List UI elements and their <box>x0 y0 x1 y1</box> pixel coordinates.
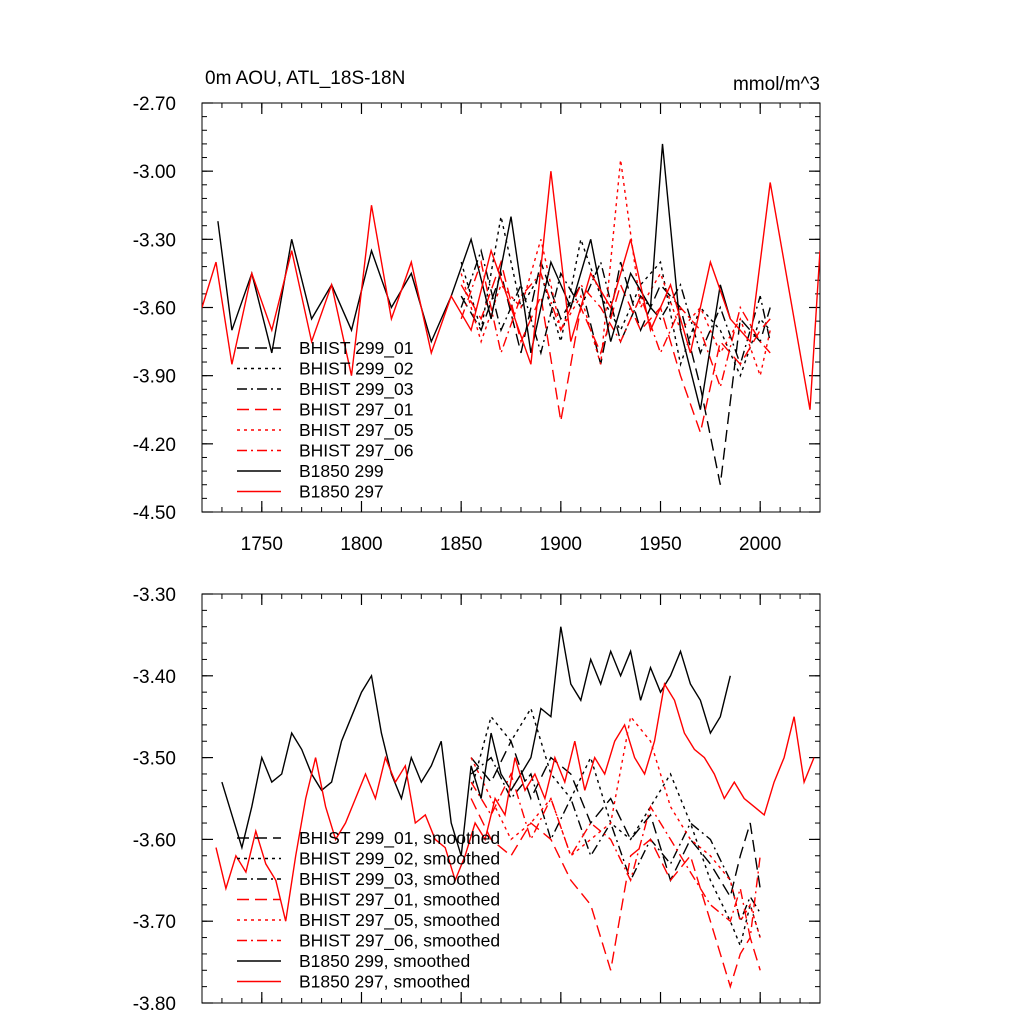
series-line <box>221 626 731 857</box>
legend-label: BHIST 299_01, smoothed <box>299 828 500 849</box>
x-tick-label: 1800 <box>340 534 382 555</box>
series-line <box>217 143 731 410</box>
chart-panel-bottom: -3.30 -3.40 -3.50 -3.60 -3.70 -3.80 BHIST 299_… <box>133 585 821 1015</box>
legend-label: BHIST 299_03 <box>299 379 413 400</box>
series-line <box>460 159 771 379</box>
legend-label: B1850 297 <box>299 482 384 502</box>
chart-title: 0m AOU, ATL_18S-18N <box>205 68 405 89</box>
series-group <box>202 143 820 485</box>
y-tick-label: -3.50 <box>133 749 176 770</box>
y-tick-label: -4.20 <box>133 435 176 456</box>
x-tick-label: 1750 <box>241 534 283 555</box>
x-tick-label: 1850 <box>440 534 482 555</box>
legend-label: BHIST 299_03, smoothed <box>299 869 500 890</box>
legend-label: B1850 299 <box>299 461 384 481</box>
x-tick-label: 1900 <box>540 534 582 555</box>
y-tick-label: -3.60 <box>133 830 176 851</box>
series-line <box>470 739 761 899</box>
y-tick-label: -3.40 <box>133 667 176 688</box>
legend-label: BHIST 297_05, smoothed <box>299 910 500 931</box>
series-line <box>470 772 761 938</box>
y-tick-label: -3.70 <box>133 912 176 933</box>
legend-label: BHIST 299_01 <box>299 338 413 359</box>
series-line <box>470 706 761 948</box>
chart-units: mmol/m^3 <box>733 74 820 95</box>
legend-label: B1850 297, smoothed <box>299 972 470 992</box>
legend-label: B1850 299, smoothed <box>299 951 470 971</box>
legend-label: BHIST 299_02, smoothed <box>299 849 500 870</box>
series-group <box>215 626 815 989</box>
y-tick-label: -2.70 <box>133 94 176 115</box>
x-tick-label: 2000 <box>739 534 781 555</box>
y-tick-label: -4.50 <box>133 503 176 524</box>
legend-label: BHIST 297_05 <box>299 420 413 441</box>
series-line <box>460 259 771 390</box>
y-tick-label: -3.30 <box>133 230 176 251</box>
plot-frame <box>201 593 821 1004</box>
series-line <box>460 259 771 485</box>
series-line <box>460 259 771 436</box>
series-line <box>460 248 771 367</box>
legend-label: BHIST 297_06, smoothed <box>299 931 500 952</box>
series-line <box>470 798 761 989</box>
y-tick-label: -3.00 <box>133 162 176 183</box>
legend-label: BHIST 297_06 <box>299 441 413 462</box>
series-line <box>202 171 820 410</box>
legend-label: BHIST 299_02 <box>299 359 413 380</box>
series-line <box>470 756 761 924</box>
y-tick-label: -3.90 <box>133 367 176 388</box>
chart-panel-top: 1750 1800 1850 1900 1950 2000 -2.70 -3.00 -3.30 -… <box>133 94 821 555</box>
y-tick-label: -3.30 <box>133 585 176 606</box>
legend-label: BHIST 297_01 <box>299 400 413 421</box>
x-tick-label: 1950 <box>639 534 681 555</box>
y-tick-label: -3.60 <box>133 299 176 320</box>
series-line <box>460 216 771 378</box>
legend-label: BHIST 297_01, smoothed <box>299 890 500 911</box>
y-tick-label: -3.80 <box>133 994 176 1015</box>
series-line <box>215 682 815 922</box>
